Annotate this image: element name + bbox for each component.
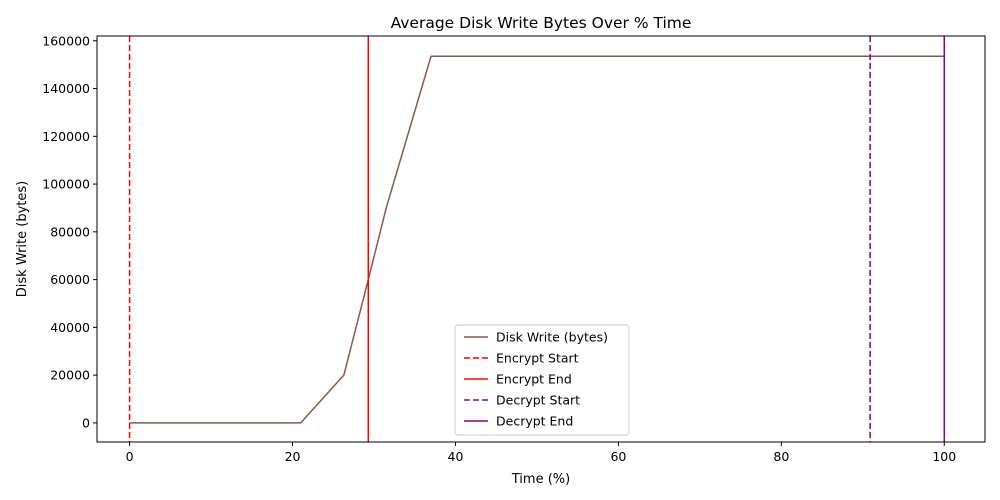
- y-tick-label-5: 100000: [42, 177, 90, 192]
- plot-frame: [96, 35, 986, 443]
- legend-label-0: Disk Write (bytes): [496, 330, 608, 345]
- legend-label-3: Decrypt Start: [496, 393, 580, 408]
- y-tick-label-8: 160000: [42, 33, 90, 48]
- y-tick-label-4: 80000: [50, 224, 90, 239]
- axes: 0 20 40 60 80 100 0 20000 40000 60000 80000 100000 1…: [42, 33, 956, 464]
- x-axis-label: Time (%): [511, 472, 570, 487]
- series-line-0: [129, 55, 945, 424]
- x-tick-label-3: 60: [610, 449, 626, 464]
- legend-label-1: Encrypt Start: [496, 351, 579, 366]
- y-tick-label-2: 40000: [50, 320, 90, 335]
- legend-label-2: Encrypt End: [496, 372, 572, 387]
- y-tick-label-6: 120000: [42, 129, 90, 144]
- legend-label-4: Decrypt End: [496, 414, 573, 429]
- chart-title: Average Disk Write Bytes Over % Time: [391, 14, 692, 32]
- x-tick-label-0: 0: [126, 449, 134, 464]
- plot-data: [128, 36, 946, 442]
- x-tick-label-2: 40: [448, 449, 464, 464]
- legend: Disk Write (bytes) Encrypt Start Encrypt E…: [454, 324, 630, 436]
- y-tick-label-1: 20000: [50, 368, 90, 383]
- y-tick-label-3: 60000: [50, 272, 90, 287]
- y-tick-label-7: 140000: [42, 81, 90, 96]
- y-tick-label-0: 0: [82, 415, 90, 430]
- x-tick-label-5: 100: [932, 449, 956, 464]
- legend-frame: [454, 324, 630, 436]
- x-tick-label-1: 20: [285, 449, 301, 464]
- y-axis-label: Disk Write (bytes): [15, 181, 30, 297]
- x-tick-label-4: 80: [773, 449, 789, 464]
